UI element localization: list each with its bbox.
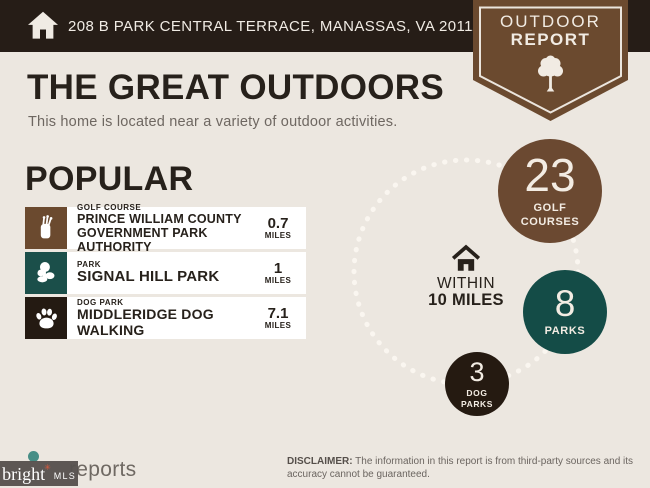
distance-unit: MILES xyxy=(264,230,292,240)
popular-heading: POPULAR xyxy=(25,160,194,198)
dog-parks-label: DOG PARKS xyxy=(460,387,494,409)
radius-distance-label: 10 MILES xyxy=(428,291,504,309)
badge-line2: REPORT xyxy=(510,30,591,49)
distance-value: 7.1 xyxy=(267,304,289,322)
within-label: WITHIN xyxy=(436,275,496,292)
place-name: PRINCE WILLIAM COUNTY GOVERNMENT PARK AU… xyxy=(77,211,242,254)
distance-value: 1 xyxy=(273,259,283,277)
distance-unit: MILES xyxy=(264,275,292,285)
distance-badge: 1 MILES xyxy=(259,259,297,285)
park-category-tile xyxy=(25,252,67,294)
bright-mls-suffix: MLS xyxy=(53,470,76,481)
disclaimer-text: DISCLAIMER: The information in this repo… xyxy=(287,456,634,480)
badge-shape xyxy=(473,0,628,121)
place-name: MIDDLERIDGE DOG WALKING xyxy=(77,305,214,338)
page-subtitle: This home is located near a variety of o… xyxy=(28,114,398,130)
distance-badge: 7.1 MILES xyxy=(259,304,297,330)
category-label: PARK xyxy=(77,260,102,270)
paw-icon xyxy=(35,308,57,328)
golf-bag-icon xyxy=(40,215,53,239)
home-icon-center xyxy=(452,244,480,271)
park-tree-icon xyxy=(37,262,55,283)
parks-label: PARKS xyxy=(544,325,586,338)
tree-icon xyxy=(538,55,563,92)
place-name: SIGNAL HILL PARK xyxy=(77,268,220,286)
golf-courses-count: 23 xyxy=(524,149,576,202)
list-item-dog-park: DOG PARK MIDDLERIDGE DOG WALKING 7.1 MIL… xyxy=(25,297,306,339)
badge-line1: OUTDOOR xyxy=(500,12,601,31)
bright-mls-watermark: bright ✳ MLS xyxy=(0,461,78,486)
reports-logo-dot xyxy=(28,451,39,462)
golf-courses-label: GOLF COURSES xyxy=(520,202,580,228)
outdoor-report-badge: OUTDOOR REPORT xyxy=(473,0,628,126)
category-label: DOG PARK xyxy=(77,297,124,307)
dog-park-category-tile xyxy=(25,297,67,339)
disclaimer-label: DISCLAIMER: xyxy=(287,456,353,467)
page-title: THE GREAT OUTDOORS xyxy=(27,68,444,107)
bright-mls-spark-icon: ✳ xyxy=(44,463,51,472)
list-item-golf-course: GOLF COURSE PRINCE WILLIAM COUNTY GOVERN… xyxy=(25,203,306,254)
distance-value: 0.7 xyxy=(267,214,289,232)
list-item-park: PARK SIGNAL HILL PARK 1 MILES xyxy=(25,252,306,294)
reports-logo-text: reports xyxy=(69,458,137,481)
parks-count: 8 xyxy=(554,283,576,325)
dog-parks-count-bubble: 3 DOG PARKS xyxy=(445,352,509,416)
dog-parks-count: 3 xyxy=(469,356,485,387)
home-icon xyxy=(28,11,58,39)
category-label: GOLF COURSE xyxy=(77,202,142,212)
property-address: 208 B PARK CENTRAL TERRACE, MANASSAS, VA… xyxy=(68,17,481,35)
dog-row-body: DOG PARK MIDDLERIDGE DOG WALKING 7.1 MIL… xyxy=(67,297,306,339)
distance-badge: 0.7 MILES xyxy=(259,214,297,240)
parks-count-bubble: 8 PARKS xyxy=(523,270,607,354)
golf-row-body: GOLF COURSE PRINCE WILLIAM COUNTY GOVERN… xyxy=(67,203,306,254)
golf-category-tile xyxy=(25,207,67,249)
distance-unit: MILES xyxy=(264,320,292,330)
golf-courses-count-bubble: 23 GOLF COURSES xyxy=(498,139,602,243)
bright-mls-brand: bright xyxy=(2,463,46,484)
park-row-body: PARK SIGNAL HILL PARK 1 MILES xyxy=(67,252,306,294)
